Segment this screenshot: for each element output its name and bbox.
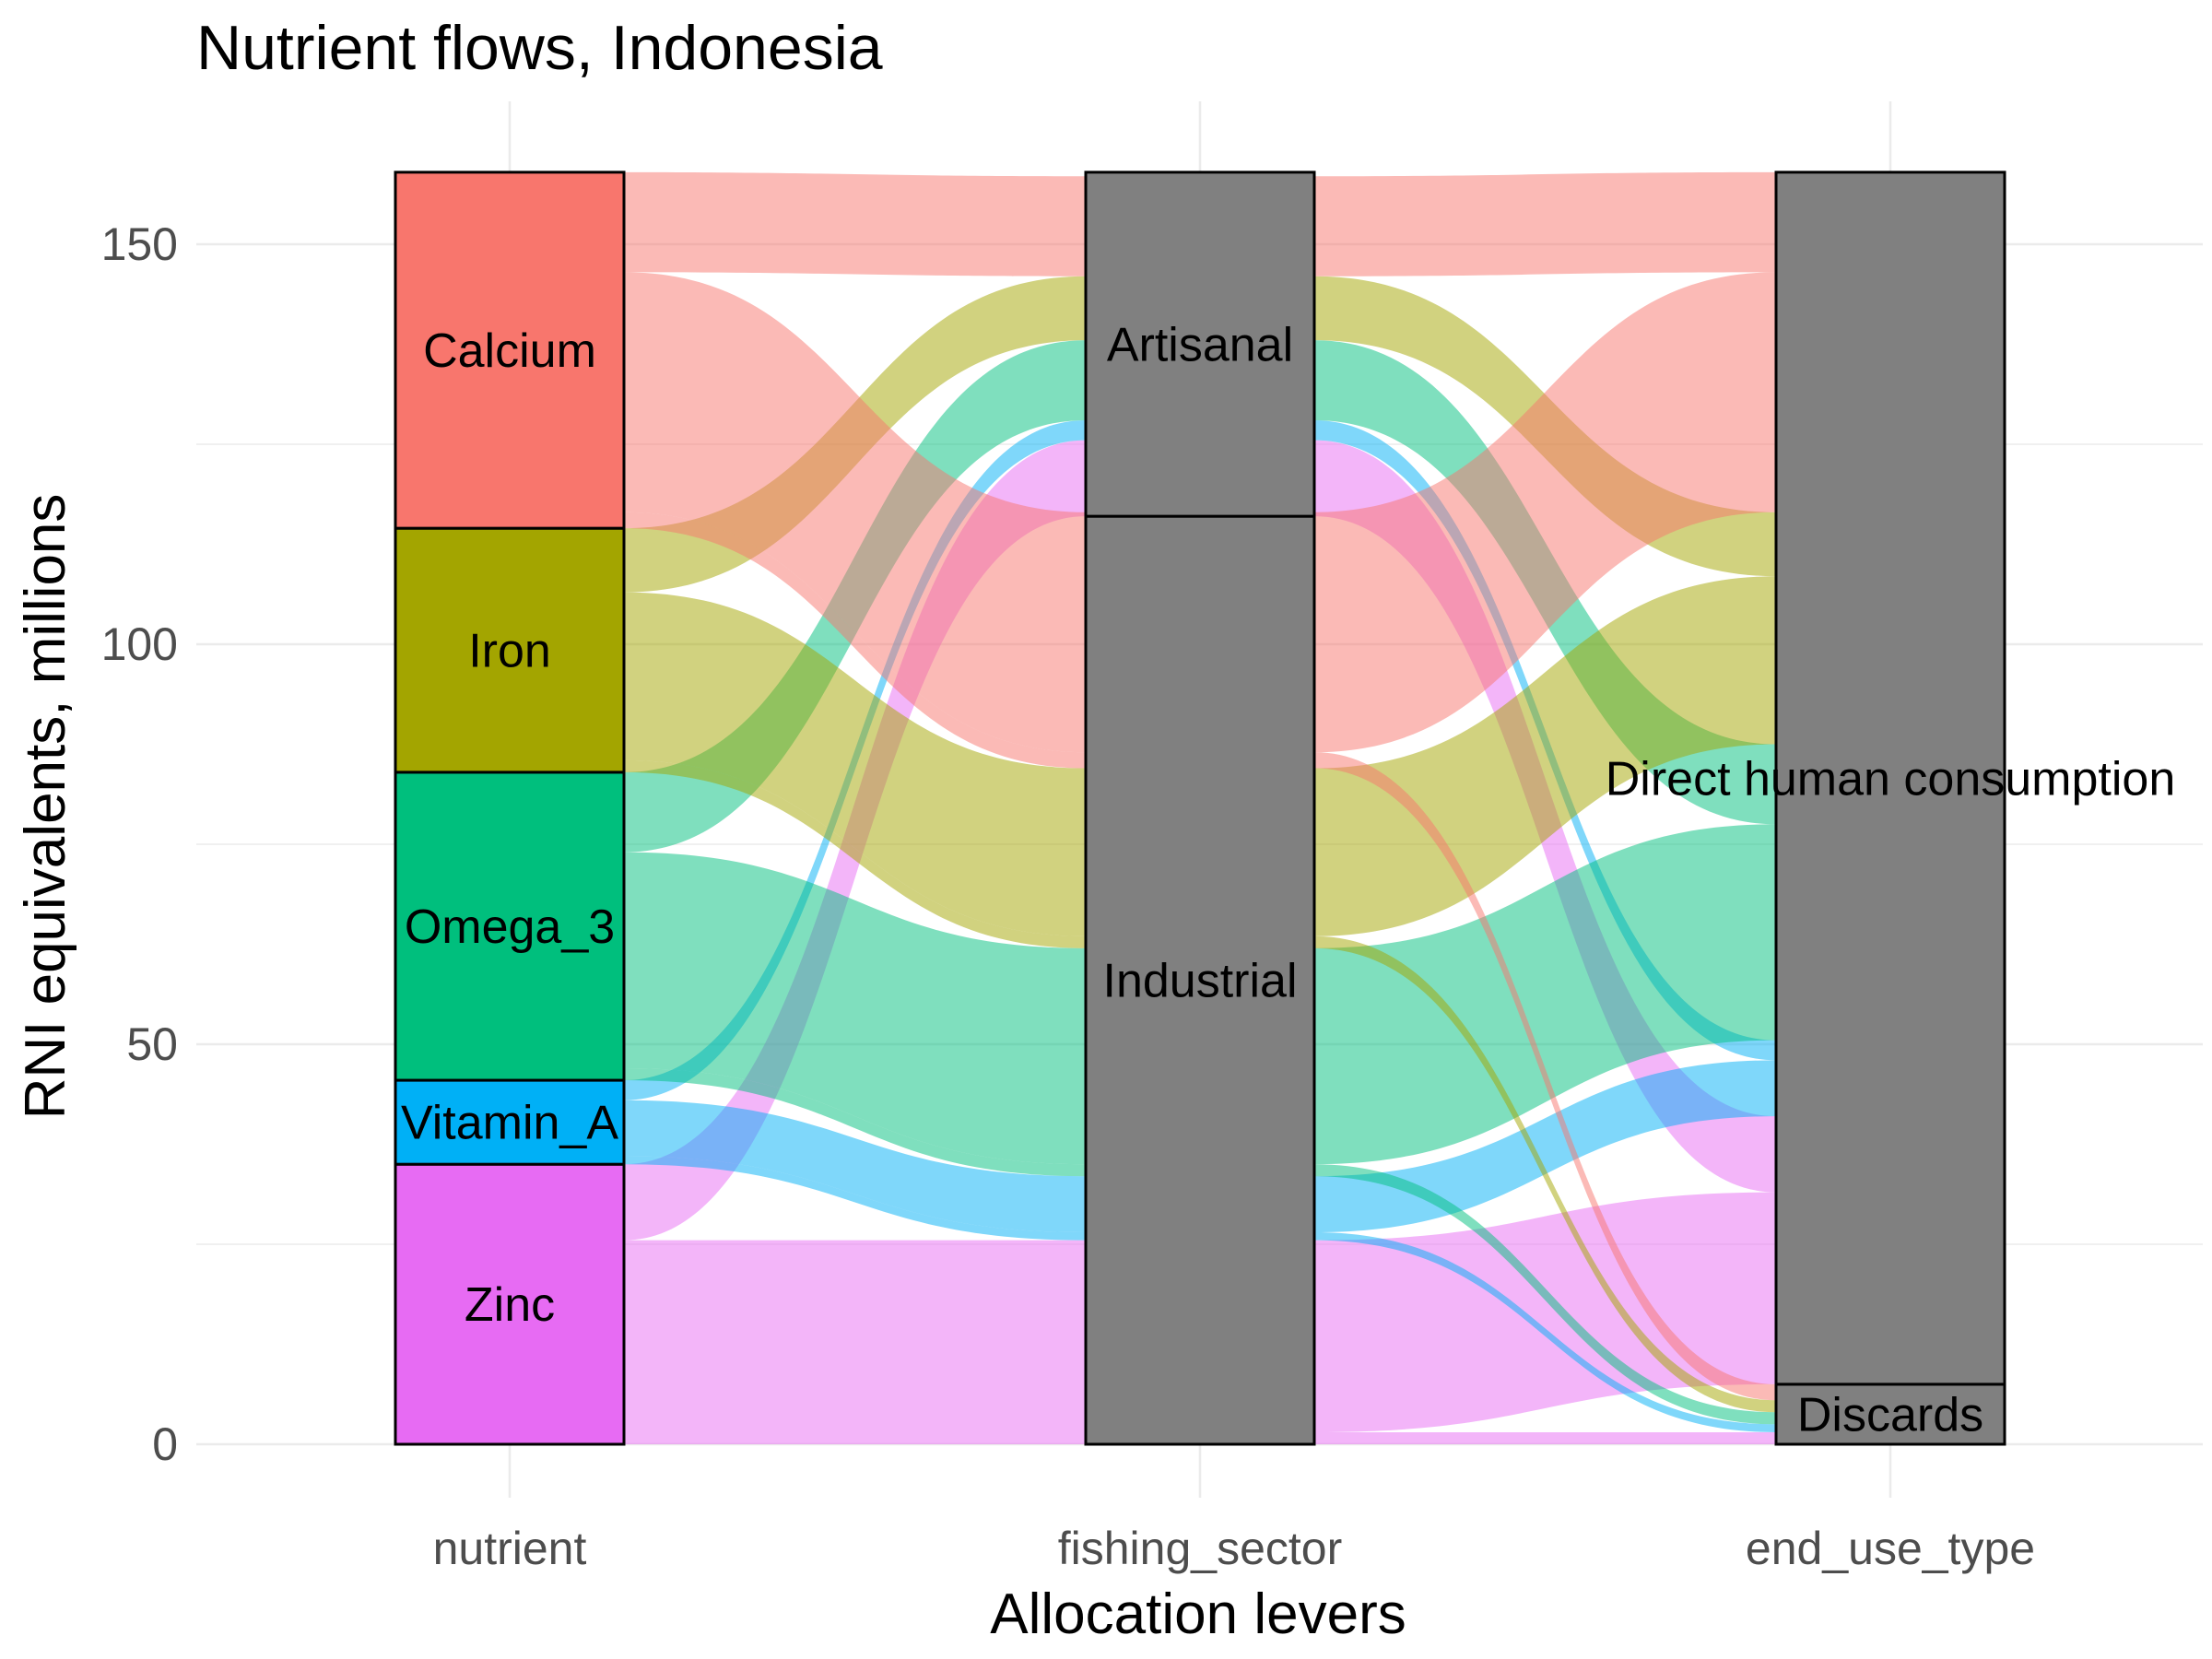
flow-calcium-calcium-to-industrial [624,272,1086,753]
flow-vitamin-a-industrial-to-direct-human-consumption [1314,1060,1776,1232]
flow-vitamin-a-industrial-to-discards [1314,1231,1776,1432]
stratum-label-zinc: Zinc [465,1278,555,1332]
stratum-industrial [1084,514,1316,1446]
stratum-zinc [394,1162,626,1446]
stratum-label-omega-3: Omega_3 [405,900,615,954]
flow-calcium-artisanal-to-direct-human-consumption [1314,171,1776,276]
x-tick-label: end_use_type [1746,1523,2035,1574]
chart-title: Nutrient flows, Indonesia [196,13,883,83]
flow-iron-industrial-to-discards [1314,935,1776,1413]
flow-vitamin-a-vitamin-a-to-industrial [624,1100,1086,1232]
flow-calcium-calcium-to-artisanal [624,171,1086,276]
flow-omega-3-omega-3-to-industrial [624,852,1086,1165]
stratum-label-discards: Discards [1797,1388,1983,1441]
flow-calcium-industrial-to-discards [1314,752,1776,1401]
y-tick-label: 0 [152,1418,178,1470]
stratum-labels: Zinc Vitamin_A Omega_3 Iron Calcium Industria… [401,319,2175,1442]
x-tick-label: fishing_sector [1058,1523,1343,1574]
stratum-iron [394,526,626,774]
flow-zinc-zinc-to-industrial [624,1431,1086,1444]
flow-vitamin-a-vitamin-a-to-industrial [624,1156,1086,1241]
stratum-label-artisanal: Artisanal [1107,319,1293,372]
flow-iron-iron-to-industrial [624,592,1086,936]
y-axis-ticks: 0 50 100 150 [101,218,178,1470]
stratum-label-direct-human-consumption: Direct human consumption [1606,752,2176,806]
flow-zinc-zinc-to-industrial [624,1240,1086,1432]
stratum-vitamin-a [394,1078,626,1166]
x-tick-label: nutrient [433,1523,587,1574]
flow-calcium-industrial-to-direct-human-consumption [1314,272,1776,753]
y-tick-label: 150 [101,218,178,270]
x-axis-title: Allocation levers [990,1583,1406,1646]
flow-ribbons [624,171,1776,1444]
stratum-label-industrial: Industrial [1103,955,1298,1008]
stratum-omega-3 [394,771,626,1082]
stratum-label-iron: Iron [468,625,551,678]
stratum-calcium [394,171,626,530]
flow-iron-industrial-to-direct-human-consumption [1314,576,1776,936]
stratum-artisanal [1084,171,1316,518]
flow-omega-3-omega-3-to-industrial [624,1068,1086,1177]
stratum-label-calcium: Calcium [423,324,596,378]
y-tick-label: 100 [101,618,178,670]
flow-zinc-industrial-to-direct-human-consumption [1314,1192,1776,1432]
stratum-direct-human-consumption [1774,171,2006,1386]
flow-calcium-calcium-to-industrial [624,512,1086,769]
flow-omega-3-industrial-to-direct-human-consumption [1314,824,1776,1165]
flow-iron-iron-to-industrial [624,759,1086,948]
flow-zinc-industrial-to-discards [1314,1431,1776,1444]
flow-omega-3-industrial-to-discards [1314,1164,1776,1425]
stratum-label-vitamin-a: Vitamin_A [401,1097,618,1150]
x-axis-ticks: nutrient fishing_sector end_use_type [433,1523,2035,1574]
y-tick-label: 50 [126,1018,178,1070]
stratum-boxes [394,171,2006,1446]
y-axis-title: RNI equivalents, millions [14,494,77,1120]
